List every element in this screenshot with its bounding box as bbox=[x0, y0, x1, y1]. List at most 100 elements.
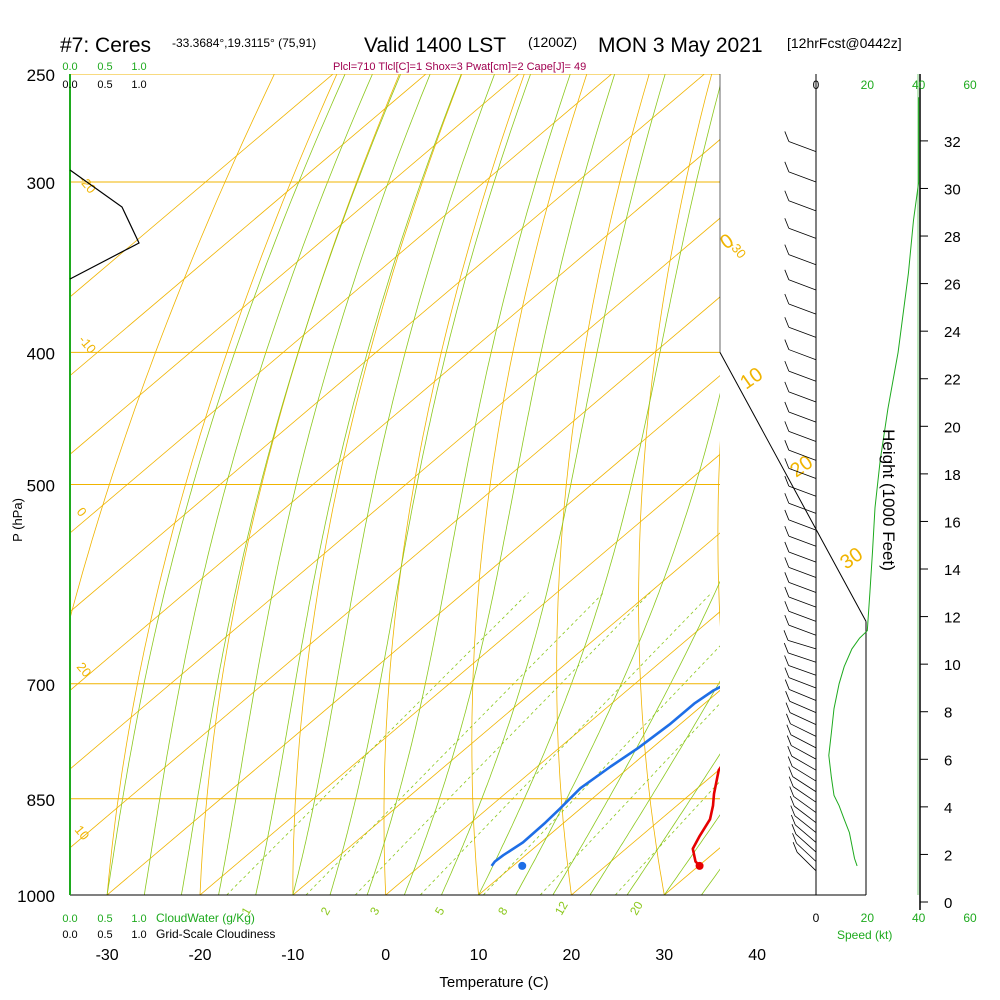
isotherm-line bbox=[70, 139, 720, 691]
wind-barb bbox=[788, 411, 817, 423]
x-axis-title: Temperature (C) bbox=[439, 974, 548, 991]
wind-barb bbox=[788, 200, 817, 212]
wind-barb-flag bbox=[784, 401, 790, 413]
speed-bottom-tick: 60 bbox=[963, 911, 977, 925]
speed-top-tick: 60 bbox=[963, 78, 977, 92]
speed-bottom-tick: 40 bbox=[912, 911, 926, 925]
wind-barb-flag bbox=[784, 293, 790, 305]
wind-barb-flag bbox=[784, 586, 790, 598]
temperature-tick-label: -10 bbox=[281, 947, 304, 964]
wind-barb bbox=[788, 349, 817, 361]
wind-barb bbox=[793, 805, 817, 823]
wind-barb bbox=[788, 535, 817, 547]
pressure-tick-label: 850 bbox=[27, 791, 55, 810]
height-tick-label: 4 bbox=[944, 800, 952, 817]
wind-barb bbox=[789, 712, 817, 725]
wind-barb-flag bbox=[784, 269, 790, 280]
moist-adiabat-label: 0 bbox=[74, 504, 90, 519]
dry-adiabat-line bbox=[471, 74, 588, 895]
height-tick-label: 2 bbox=[944, 847, 952, 864]
moist-adiabat-line bbox=[143, 74, 373, 895]
background-grid bbox=[70, 50, 858, 924]
wind-barb-flag bbox=[792, 842, 798, 853]
temperature-tick-label: 10 bbox=[470, 947, 488, 964]
wind-barb bbox=[789, 700, 817, 714]
wind-barb-flag bbox=[784, 601, 790, 612]
moist-adiabat-line bbox=[478, 84, 720, 895]
wind-barb-flag bbox=[783, 630, 789, 641]
wind-barb bbox=[788, 519, 817, 531]
wind-barb bbox=[788, 665, 817, 676]
dry-adiabat-label: 10 bbox=[736, 363, 767, 394]
wind-barb bbox=[788, 431, 817, 442]
speed-bottom-tick: 0 bbox=[813, 911, 820, 925]
wind-barb bbox=[788, 303, 817, 315]
dry-adiabat-line bbox=[199, 74, 400, 895]
cloudwater-label: CloudWater (g/Kg) bbox=[156, 911, 255, 925]
height-tick-label: 22 bbox=[944, 372, 961, 389]
moist-adiabat-line bbox=[218, 74, 431, 895]
wind-barb bbox=[788, 485, 817, 497]
height-tick-label: 32 bbox=[944, 134, 961, 151]
isotherm-line bbox=[70, 296, 720, 849]
dry-adiabat-line bbox=[717, 440, 720, 627]
wind-barb bbox=[795, 833, 817, 853]
wind-barb bbox=[790, 723, 817, 737]
wind-barb-flag bbox=[788, 766, 794, 777]
dry-adiabat-line bbox=[556, 74, 650, 895]
surface-temperature-marker bbox=[695, 861, 704, 870]
wind-barb bbox=[787, 639, 817, 650]
wind-barb-flag bbox=[792, 833, 797, 844]
temperature-tick-label: -30 bbox=[96, 947, 119, 964]
mixing-ratio-label: 5 bbox=[432, 904, 448, 917]
isotherm-line bbox=[70, 74, 334, 298]
wind-barb-flag bbox=[784, 131, 790, 142]
wind-barb bbox=[788, 391, 817, 403]
moist-adiabat-line bbox=[292, 74, 496, 895]
temperature-line bbox=[691, 765, 720, 867]
wind-barb-flag bbox=[787, 756, 793, 767]
mixing-ratio-line bbox=[420, 592, 713, 895]
dry-adiabat-line bbox=[292, 74, 463, 895]
dry-adiabat-line bbox=[795, 50, 858, 924]
wind-barb-flag bbox=[784, 218, 790, 229]
wind-barb bbox=[796, 851, 817, 872]
wind-barb-flag bbox=[786, 713, 791, 724]
dry-adiabat-line bbox=[638, 74, 713, 895]
wind-barb bbox=[788, 624, 817, 636]
mixing-ratio-line bbox=[539, 702, 720, 895]
wind-barb-flag bbox=[784, 679, 790, 690]
side-panels: 0.0 0.0 0.0 0.0 0.5 0.5 0.5 0.5 1.0 1.0 1.0 1.0 Clou… bbox=[62, 61, 977, 942]
speed-label: Speed (kt) bbox=[837, 928, 892, 942]
wind-barb-flag bbox=[784, 161, 790, 172]
wind-barb-flag bbox=[785, 691, 791, 702]
moist-adiabat-line bbox=[626, 753, 720, 895]
height-tick-label: 30 bbox=[944, 181, 961, 198]
wind-barb bbox=[792, 776, 817, 793]
mixing-ratio-label: 20 bbox=[627, 899, 646, 918]
wind-barb-flag bbox=[786, 735, 792, 746]
height-tick-label: 6 bbox=[944, 752, 952, 769]
isotherm-line bbox=[199, 453, 720, 895]
wind-barb bbox=[788, 279, 817, 291]
wind-barb-flag bbox=[783, 642, 789, 654]
height-axis-title: Height (1000 Feet) bbox=[879, 429, 898, 571]
wind-barb bbox=[792, 786, 817, 803]
cloudwater-bottom-tick: 1.0 bbox=[131, 913, 146, 925]
wind-barb-flag bbox=[784, 541, 790, 553]
isotherm-line bbox=[292, 532, 720, 895]
cloudiness-bottom-tick: 1.0 bbox=[131, 929, 146, 941]
wind-barb-flag bbox=[787, 745, 793, 757]
cloudwater-top-tick: 0.0 bbox=[62, 61, 77, 73]
moist-adiabat-line bbox=[515, 392, 720, 895]
cloudwater-bottom-tick: 0.5 bbox=[97, 913, 112, 925]
wind-barb bbox=[791, 766, 817, 782]
cloudiness-bottom-tick: 0.0 bbox=[62, 929, 77, 941]
moist-adiabat-line bbox=[440, 74, 666, 895]
pressure-tick-label: 1000 bbox=[17, 887, 55, 906]
cloudiness-top-tick: 0.5 bbox=[97, 79, 112, 91]
wind-barb bbox=[794, 815, 817, 833]
height-tick-label: 28 bbox=[944, 229, 961, 246]
wind-barb bbox=[790, 734, 817, 749]
